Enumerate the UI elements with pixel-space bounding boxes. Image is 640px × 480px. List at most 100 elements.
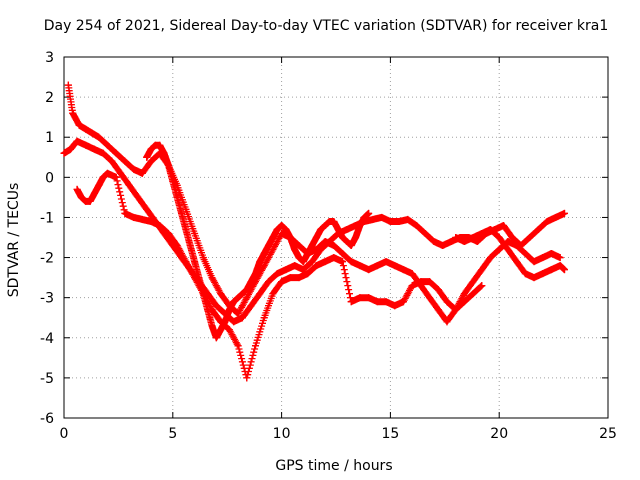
data-point [286,234,294,241]
data-point [382,298,390,306]
data-point [295,274,303,282]
data-point [308,258,316,266]
data-point [312,234,320,241]
y-tick-label: -4 [40,331,54,347]
data-point [238,314,246,322]
data-point [469,290,477,298]
data-point [543,217,551,225]
data-point [247,278,255,286]
data-point [434,306,442,314]
data-point [373,298,381,306]
data-point [526,234,534,241]
data-point [360,213,368,221]
data-point [156,221,164,229]
data-point [99,149,107,157]
data-point [112,149,120,157]
data-points [60,81,568,382]
data-point [343,238,351,246]
data-point [278,221,286,229]
data-point [504,238,512,246]
data-point [399,266,407,274]
x-tick-label: 5 [168,426,177,442]
data-point [164,229,172,237]
data-point [195,274,203,282]
data-point [88,129,96,137]
data-point [347,258,355,266]
data-point [238,290,246,298]
data-point [251,342,259,350]
data-point [321,258,329,266]
x-tick-label: 25 [599,426,617,442]
data-point [138,215,146,223]
data-point [169,177,177,185]
data-point [90,145,98,153]
y-axis-label: SDTVAR / TECUs [6,183,22,298]
data-point [143,205,151,213]
data-point [556,262,564,270]
data-point [299,258,307,266]
data-point [291,262,299,270]
data-point [173,193,181,201]
data-point [212,334,220,342]
data-point [521,250,529,258]
data-point [547,266,555,274]
data-point [199,290,207,298]
data-point [521,270,529,278]
data-point [121,209,129,217]
data-point [321,221,329,229]
data-point [530,274,538,282]
data-point [69,109,77,117]
data-point [417,278,425,286]
data-point [513,258,521,266]
data-point [147,145,155,153]
data-point [143,153,151,161]
data-point [234,294,242,302]
data-point [160,149,168,157]
data-point [312,246,320,254]
y-tick-label: -1 [40,210,54,226]
data-point [547,250,555,258]
data-point [486,225,494,233]
y-tick-label: -6 [40,411,54,427]
data-point [312,262,320,270]
data-point [182,205,190,213]
data-point [82,141,90,149]
x-tick-label: 0 [60,426,69,442]
data-point [156,141,164,149]
data-point [486,254,494,262]
y-tick-label: -2 [40,251,54,267]
data-point [478,282,486,290]
data-point [460,238,468,246]
data-point [452,306,460,314]
data-point [356,262,364,270]
data-point [443,318,451,326]
data-point [473,238,481,246]
data-point [413,221,421,229]
data-point [173,242,181,250]
data-point [321,238,329,246]
data-point [347,242,355,250]
data-point [539,254,547,262]
data-point [95,181,103,189]
data-point [395,217,403,225]
data-point [469,278,477,286]
data-point [421,229,429,237]
data-point [334,225,342,233]
data-point [225,326,233,334]
data-point [269,234,277,241]
data-point [243,286,251,294]
data-point [369,215,377,223]
data-point [130,165,138,173]
data-point [304,270,312,278]
y-tick-label: 1 [45,130,54,146]
data-point [278,229,286,237]
y-tick-label: -3 [40,291,54,307]
data-point [443,298,451,306]
data-point [204,306,212,314]
data-point [90,189,98,197]
data-point [556,254,564,262]
data-point [391,302,399,310]
data-point [278,278,286,286]
data-point [221,318,229,326]
data-point [260,314,268,322]
